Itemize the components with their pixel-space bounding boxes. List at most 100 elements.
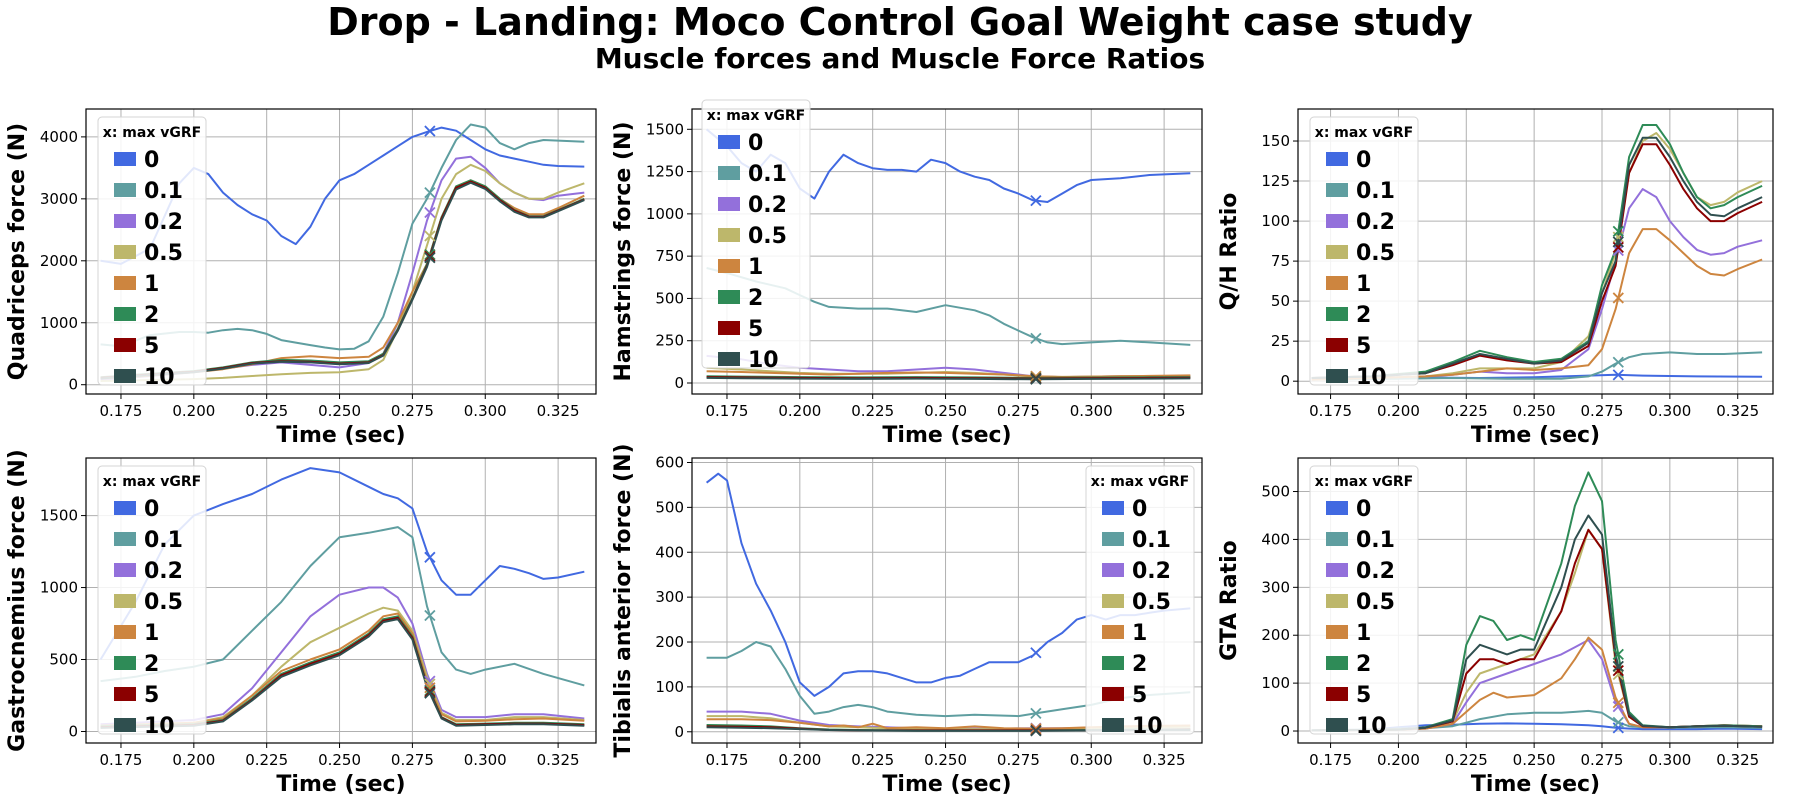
- x-tick-label: 0.225: [245, 751, 288, 769]
- y-tick-label: 500: [655, 498, 684, 516]
- y-tick-label: 4000: [40, 128, 78, 146]
- y-tick-label: 0: [68, 722, 78, 740]
- x-tick-label: 0.275: [1581, 402, 1624, 420]
- legend-label: 0.5: [748, 224, 787, 249]
- axes-frame: [691, 108, 1203, 395]
- legend-swatch: [1326, 338, 1348, 352]
- legend-swatch: [1326, 594, 1348, 608]
- legend-swatch: [114, 214, 136, 228]
- max-vgrf-marker: [424, 187, 436, 199]
- x-axis-label: Time (sec): [276, 772, 405, 797]
- y-axis-label: Tibialis anterior force (N): [611, 443, 636, 757]
- x-tick-label: 0.175: [705, 402, 748, 420]
- legend-title: x: max vGRF: [1091, 474, 1189, 490]
- legend-swatch: [1102, 563, 1124, 577]
- subplot-1: 0.175 0.200 0.225 0.250 0.275 0.300 0.32501000…: [5, 108, 597, 448]
- figure-subtitle: Muscle forces and Muscle Force Ratios: [594, 42, 1206, 75]
- legend-label: 0.1: [748, 162, 787, 187]
- x-tick-label: 0.225: [851, 402, 894, 420]
- legend-swatch: [718, 259, 740, 273]
- series-line-0_1: [1311, 351, 1763, 381]
- legend-swatch: [114, 245, 136, 259]
- series-line-0: [1311, 722, 1763, 732]
- x-tick-label: 0.200: [1377, 751, 1420, 769]
- axes-frame: [85, 108, 597, 395]
- x-tick-label: 0.175: [99, 402, 142, 420]
- x-tick-label: 0.200: [778, 751, 821, 769]
- y-tick-label: 75: [1271, 252, 1290, 270]
- legend: x: max vGRF 0 0.1 0.2 0.5 1 2 5 10: [1085, 465, 1195, 739]
- legend-label: 0: [144, 497, 159, 522]
- max-vgrf-marker: [1030, 647, 1042, 659]
- x-tick-label: 0.325: [537, 751, 580, 769]
- figure-title: Drop - Landing: Moco Control Goal Weight…: [327, 0, 1473, 44]
- legend-swatch: [114, 532, 136, 546]
- legend-label: 1: [144, 621, 159, 646]
- legend-swatch: [114, 183, 136, 197]
- legend-title: x: max vGRF: [707, 108, 805, 124]
- subplot-6: 0.175 0.200 0.225 0.250 0.275 0.300 0.32501002…: [1217, 457, 1774, 797]
- series-line-1: [1311, 228, 1763, 381]
- max-vgrf-marker: [424, 551, 436, 563]
- y-tick-label: 1000: [646, 205, 684, 223]
- x-tick-label: 0.200: [172, 751, 215, 769]
- legend-label: 10: [144, 714, 175, 739]
- series-line-0: [99, 467, 585, 661]
- x-tick-label: 0.225: [1445, 402, 1488, 420]
- legend-label: 0: [1356, 497, 1371, 522]
- y-tick-label: 500: [655, 289, 684, 307]
- series-line-1: [100, 612, 585, 727]
- legend-label: 0.2: [1356, 559, 1395, 584]
- x-tick-label: 0.275: [997, 402, 1040, 420]
- legend-label: 1: [748, 255, 763, 280]
- max-vgrf-marker: [1612, 668, 1624, 681]
- y-tick-label: 0: [68, 376, 78, 394]
- y-tick-label: 500: [49, 651, 78, 669]
- x-tick-label: 0.300: [464, 751, 507, 769]
- legend-swatch: [114, 338, 136, 352]
- legend-label: 10: [748, 348, 779, 373]
- axes-frame: [691, 457, 1203, 744]
- legend-label: 0.1: [1132, 528, 1171, 553]
- x-axis-label: Time (sec): [1471, 423, 1600, 448]
- y-tick-label: 150: [1261, 132, 1290, 150]
- max-vgrf-marker: [424, 252, 436, 264]
- max-vgrf-marker: [1612, 236, 1624, 248]
- series-line-0_1: [100, 123, 585, 351]
- legend-label: 1: [144, 272, 159, 297]
- legend-label: 0.5: [1132, 590, 1171, 615]
- legend-swatch: [718, 197, 740, 211]
- legend-swatch: [114, 594, 136, 608]
- legend-label: 1: [1356, 272, 1371, 297]
- y-tick-label: 100: [1261, 674, 1290, 692]
- y-tick-label: 300: [655, 588, 684, 606]
- legend-swatch: [1326, 656, 1348, 670]
- y-tick-label: 100: [655, 678, 684, 696]
- legend-label: 0: [1132, 497, 1147, 522]
- y-tick-label: 750: [655, 247, 684, 265]
- y-axis-label: Q/H Ratio: [1217, 193, 1242, 311]
- legend-label: 0.5: [1356, 241, 1395, 266]
- legend-label: 0.1: [1356, 179, 1395, 204]
- legend-swatch: [1326, 245, 1348, 259]
- x-tick-label: 0.250: [318, 751, 361, 769]
- max-vgrf-marker: [1612, 665, 1624, 677]
- legend-swatch: [1102, 656, 1124, 670]
- legend-swatch: [718, 228, 740, 242]
- max-vgrf-marker: [424, 687, 436, 699]
- legend-label: 0: [144, 148, 159, 173]
- max-vgrf-marker: [424, 609, 436, 622]
- y-tick-label: 0: [674, 374, 684, 392]
- y-tick-label: 300: [1261, 578, 1290, 596]
- y-tick-label: 3000: [40, 190, 78, 208]
- x-axis-label: Time (sec): [882, 772, 1011, 797]
- max-vgrf-marker: [1030, 373, 1042, 385]
- legend-label: 2: [144, 652, 159, 677]
- x-tick-label: 0.300: [1648, 751, 1691, 769]
- max-vgrf-marker: [1030, 707, 1042, 720]
- max-vgrf-marker: [424, 250, 436, 262]
- axes-frame: [1297, 108, 1774, 395]
- x-tick-label: 0.325: [537, 402, 580, 420]
- series-line-0_2: [100, 586, 585, 726]
